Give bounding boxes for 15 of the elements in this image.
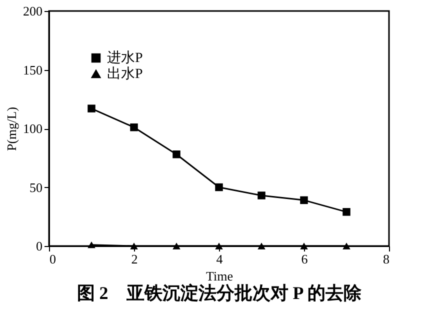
x-tick-label: 0 [50,252,56,266]
x-tick-label: 2 [131,252,138,266]
y-tick-label: 100 [23,121,42,136]
caption: 图 2 亚铁沉淀法分批次对 P 的去除 [76,283,362,303]
x-tick-label: 8 [383,252,390,266]
y-tick-label: 150 [23,62,42,78]
y-tick-label: 0 [36,238,42,254]
x-tick-label: 6 [301,252,308,266]
x-axis-title: Time [206,268,234,284]
legend-label: 进水P [107,50,143,66]
legend-label: 出水P [107,66,143,82]
y-tick-label: 200 [23,4,42,18]
y-tick-label: 50 [30,180,42,195]
y-axis-title: P(mg/L) [4,106,19,152]
x-tick-label: 4 [216,252,224,266]
